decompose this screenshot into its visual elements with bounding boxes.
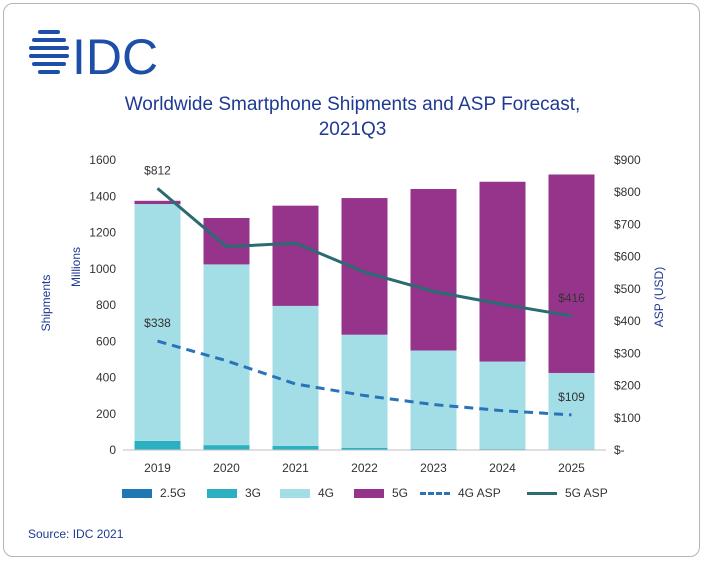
y-left-tick-label: 200 bbox=[96, 407, 116, 421]
y-left-tick-label: 1200 bbox=[89, 226, 116, 240]
line-layer bbox=[156, 187, 572, 417]
line-5g-asp bbox=[156, 187, 572, 318]
bar-layer bbox=[134, 174, 595, 450]
bar-5g-2020 bbox=[203, 218, 250, 265]
y-left-tick-label: 1000 bbox=[89, 262, 116, 276]
legend-label: 3G bbox=[245, 486, 262, 500]
bar-4g-2020 bbox=[203, 264, 250, 446]
y-right-tick-label: $900 bbox=[614, 153, 641, 167]
x-tick-label: 2020 bbox=[213, 461, 240, 475]
bar-4g-2025 bbox=[548, 372, 595, 450]
y-right-tick-label: $- bbox=[614, 443, 625, 457]
bar-3g-2019 bbox=[134, 440, 181, 450]
y-left-tick-label: 800 bbox=[96, 298, 116, 312]
legend-label: 4G bbox=[318, 486, 335, 500]
y-right-tick-label: $700 bbox=[614, 217, 641, 231]
chart-title: Worldwide Smartphone Shipments and ASP F… bbox=[0, 92, 705, 142]
data-label: $338 bbox=[144, 316, 171, 330]
y-right-tick-label: $500 bbox=[614, 282, 641, 296]
bar-3g-2020 bbox=[203, 445, 250, 450]
bar-5g-2024 bbox=[479, 181, 526, 362]
y-left-tick-label: 0 bbox=[109, 443, 116, 457]
chart-title-line2: 2021Q3 bbox=[318, 119, 387, 140]
y-left-axis-subtitle: Millions bbox=[69, 247, 83, 287]
x-tick-label: 2019 bbox=[144, 461, 171, 475]
legend-item-4g-asp: 4G ASP bbox=[420, 486, 501, 500]
x-tick-label: 2022 bbox=[351, 461, 378, 475]
bar-5g-2023 bbox=[410, 189, 457, 351]
y-right-tick-label: $100 bbox=[614, 411, 641, 425]
legend-swatch bbox=[527, 491, 557, 495]
x-tick-label: 2025 bbox=[558, 461, 585, 475]
bar-3g-2023 bbox=[410, 448, 457, 450]
bar-5g-2019 bbox=[134, 200, 181, 205]
svg-text:IDC: IDC bbox=[72, 29, 158, 82]
y-right-tick-label: $200 bbox=[614, 379, 641, 393]
legend-swatch bbox=[420, 491, 450, 495]
source-note: Source: IDC 2021 bbox=[28, 527, 124, 541]
legend-item-25g: 2.5G bbox=[122, 486, 186, 500]
bar-3g-2024 bbox=[479, 449, 526, 450]
annotation-layer: $812 $338 $416 $109 bbox=[144, 163, 585, 404]
bar-3g-2022 bbox=[341, 448, 388, 450]
line-4g-asp bbox=[157, 339, 572, 417]
x-tick-label: 2024 bbox=[489, 461, 516, 475]
legend-item-5g-asp: 5G ASP bbox=[527, 486, 608, 500]
y-left-axis-title: Shipments bbox=[39, 275, 53, 332]
legend-swatch bbox=[122, 488, 152, 498]
legend-item-5g: 5G bbox=[354, 486, 408, 500]
data-label: $109 bbox=[558, 390, 585, 404]
y-right-axis-title: ASP (USD) bbox=[652, 267, 666, 327]
legend-swatch bbox=[207, 488, 237, 498]
y-left-tick-label: 1600 bbox=[89, 153, 116, 167]
bar-5g-2025 bbox=[548, 174, 595, 373]
legend-label: 5G ASP bbox=[565, 486, 608, 500]
x-tick-label: 2023 bbox=[420, 461, 447, 475]
bar-4g-2021 bbox=[272, 305, 319, 447]
legend-swatch bbox=[280, 488, 310, 498]
y-left-tick-label: 400 bbox=[96, 371, 116, 385]
legend-label: 4G ASP bbox=[458, 486, 501, 500]
y-left-tick-label: 1400 bbox=[89, 189, 116, 203]
y-right-tick-label: $600 bbox=[614, 250, 641, 264]
y-right-tick-label: $400 bbox=[614, 314, 641, 328]
legend-label: 2.5G bbox=[160, 486, 187, 500]
bar-4g-2022 bbox=[341, 334, 388, 449]
legend-swatch bbox=[354, 488, 384, 498]
bar-4g-2023 bbox=[410, 350, 457, 449]
bar-3g-2021 bbox=[272, 446, 319, 450]
bar-4g-2024 bbox=[479, 361, 526, 450]
axes-layer: 2019 2020 2021 2022 2023 2024 2025 0 200 400 600 80… bbox=[39, 153, 666, 475]
chart-title-line1: Worldwide Smartphone Shipments and ASP F… bbox=[124, 94, 581, 115]
legend-item-4g: 4G bbox=[280, 486, 334, 500]
legend-item-3g: 3G bbox=[207, 486, 261, 500]
y-left-tick-label: 600 bbox=[96, 334, 116, 348]
y-right-tick-label: $300 bbox=[614, 346, 641, 360]
idc-logo: IDC bbox=[29, 29, 158, 82]
x-tick-label: 2021 bbox=[282, 461, 309, 475]
bar-4g-2019 bbox=[134, 204, 181, 441]
data-label: $812 bbox=[144, 163, 171, 177]
legend-label: 5G bbox=[392, 486, 409, 500]
y-right-tick-label: $800 bbox=[614, 185, 641, 199]
data-label: $416 bbox=[558, 291, 585, 305]
bar-5g-2021 bbox=[272, 205, 319, 306]
